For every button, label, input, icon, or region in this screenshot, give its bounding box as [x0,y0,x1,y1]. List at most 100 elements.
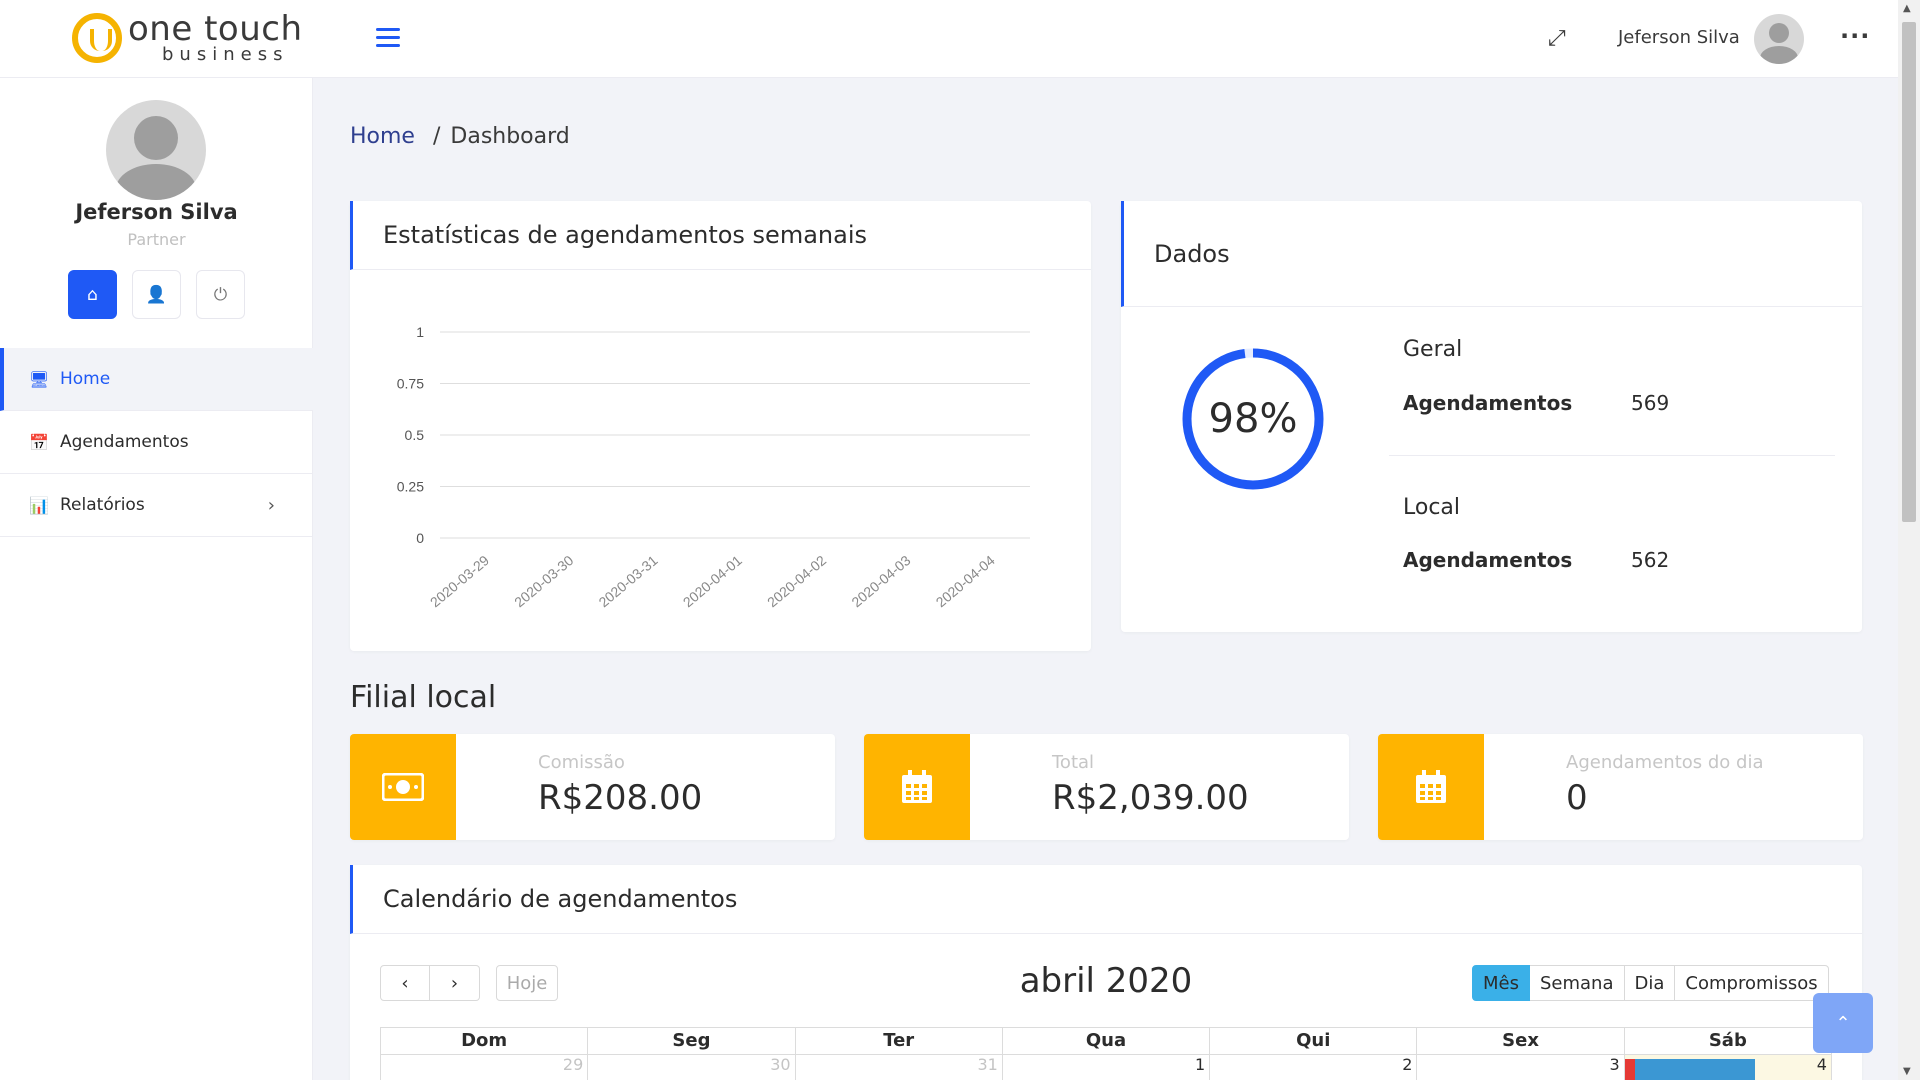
calendar-view-switcher: Mês Semana Dia Compromissos [1472,965,1829,1001]
x-tick-label: 2020-03-31 [595,552,660,610]
calendar-next-button[interactable]: › [430,965,480,1001]
weekday-header: Qui [1209,1028,1416,1054]
calendar-today-button[interactable]: Hoje [496,965,558,1001]
breadcrumb-separator: / [432,124,441,149]
brand-logo[interactable]: one touch business [72,10,303,66]
view-week-button[interactable]: Semana [1529,965,1625,1001]
dados-title: Dados [1121,201,1862,307]
view-agenda-button[interactable]: Compromissos [1675,965,1829,1001]
weekday-header: Ter [794,1028,1002,1054]
header-avatar[interactable] [1754,14,1804,64]
logo-text-line2: business [162,44,289,65]
sidebar-item-label: Agendamentos [60,432,189,452]
breadcrumb-home-link[interactable]: Home [350,124,415,149]
calendar-title: Calendário de agendamentos [350,865,1862,934]
y-tick-label: 0 [416,530,424,546]
top-bar: one touch business ⤢ Jeferson Silva ··· [0,0,1898,78]
weekday-header: Sex [1416,1028,1623,1054]
user-icon[interactable]: 👤 [132,270,181,319]
calendar-week-row: 29 30 31 1 2 3 4 [380,1055,1832,1080]
x-tick-label: 2020-04-01 [680,552,745,610]
calendar-icon [864,734,970,840]
calendar-day-cell[interactable]: 2 [1209,1055,1416,1080]
sidebar-item-label: Home [60,369,111,389]
view-day-button[interactable]: Dia [1624,965,1676,1001]
weekday-header: Seg [587,1028,794,1054]
x-tick-label: 2020-03-29 [427,552,492,610]
scroll-down-icon[interactable]: ▼ [1903,1066,1911,1077]
sidebar-user-name: Jeferson Silva [75,200,238,224]
back-to-top-button[interactable]: ⌃ [1813,993,1873,1053]
sidebar: Jeferson Silva Partner ⌂ 👤 ⏻ 🖥 Home 📅 Ag… [0,78,313,1080]
calendar-card: Calendário de agendamentos ‹ › Hoje abri… [350,865,1862,1080]
percent-ring-fill [1182,348,1324,490]
geral-label: Agendamentos [1403,391,1573,415]
x-tick-label: 2020-04-02 [764,552,829,610]
y-tick-label: 0.5 [405,427,425,443]
calendar-icon: 📅 [29,432,49,452]
calendar-month-label: abril 2020 [1019,961,1193,1001]
calendar-icon [1378,734,1484,840]
stats-divider [1389,455,1835,456]
calendar-day-cell-today[interactable]: 4 [1623,1055,1831,1080]
total-label: Total [1052,752,1095,773]
geral-value: 569 [1631,391,1670,415]
y-tick-label: 0.75 [397,376,424,392]
sidebar-item-label: Relatórios [60,495,145,515]
fullscreen-icon[interactable]: ⤢ [1548,26,1566,51]
breadcrumb: Home / Dashboard [350,124,570,149]
calendar-prev-button[interactable]: ‹ [380,965,430,1001]
agendamentos-dia-card: Agendamentos do dia 0 [1378,734,1863,840]
breadcrumb-current: Dashboard [450,124,570,149]
calendar-day-cell[interactable]: 30 [587,1055,794,1080]
filial-title: Filial local [350,680,497,715]
view-month-button[interactable]: Mês [1472,965,1530,1001]
y-tick-label: 1 [416,324,424,340]
header-user-name[interactable]: Jeferson Silva [1618,27,1740,48]
calendar-day-number: 4 [1816,1055,1827,1074]
weekday-header: Dom [461,1030,508,1051]
agendamentos-dia-value: 0 [1566,778,1588,818]
weekly-stats-title: Estatísticas de agendamentos semanais [350,201,1091,270]
x-tick-label: 2020-04-04 [933,552,998,610]
calendar-day-cell[interactable]: 31 [794,1055,1002,1080]
local-value: 562 [1631,548,1670,572]
sidebar-item-agendamentos[interactable]: 📅 Agendamentos [0,411,313,474]
calendar-day-cell[interactable]: 29 [562,1055,584,1074]
home-icon[interactable]: ⌂ [68,270,117,319]
money-icon [350,734,456,840]
sidebar-user-role: Partner [127,230,186,249]
sidebar-item-home[interactable]: 🖥 Home [0,348,313,411]
percent-ring [1182,348,1324,490]
geral-title: Geral [1403,337,1463,362]
more-options-icon[interactable]: ··· [1840,22,1871,50]
y-tick-label: 0.25 [397,479,424,495]
calendar-day-cell[interactable]: 3 [1416,1055,1623,1080]
logo-mark-icon [72,13,122,63]
local-title: Local [1403,495,1461,520]
calendar-day-cell[interactable]: 1 [1001,1055,1209,1080]
sidebar-avatar [106,100,206,200]
weekly-stats-chart: 0 0.25 0.5 0.75 1 2020-03-29 2020-03-30 2020-03… [397,324,1030,610]
logo-text-line1: one touch [128,9,303,49]
page-scrollbar[interactable]: ▲ ▼ [1898,0,1920,1080]
calendar-event[interactable] [1624,1059,1755,1080]
calendar-weekday-row: Dom Seg Ter Qua Qui Sex Sáb [380,1027,1832,1055]
menu-toggle-icon[interactable] [376,28,400,48]
power-icon[interactable]: ⏻ [196,270,245,319]
monitor-icon: 🖥 [28,369,50,389]
calendar-grid: Dom Seg Ter Qua Qui Sex Sáb 29 30 31 1 2… [380,1027,1832,1080]
sidebar-item-relatorios[interactable]: 📊 Relatórios › [0,474,313,537]
agendamentos-dia-label: Agendamentos do dia [1566,752,1764,773]
total-card: Total R$2,039.00 [864,734,1349,840]
comissao-label: Comissão [538,752,625,773]
sidebar-nav: 🖥 Home 📅 Agendamentos 📊 Relatórios › [0,348,313,537]
scroll-thumb[interactable] [1902,22,1916,522]
chevron-right-icon: › [267,494,275,516]
bar-chart-icon: 📊 [29,495,49,515]
dados-card: Dados 98% Geral Agendamentos 569 Local A… [1121,201,1862,632]
x-tick-label: 2020-04-03 [848,552,913,610]
scroll-up-icon[interactable]: ▲ [1903,3,1911,14]
x-tick-label: 2020-03-30 [511,552,576,610]
